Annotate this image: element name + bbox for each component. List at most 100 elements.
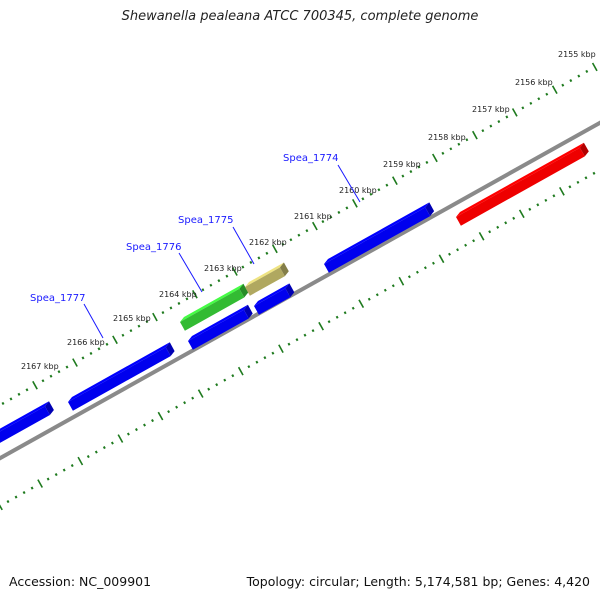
gene-body <box>188 309 249 350</box>
major-tick <box>157 411 164 421</box>
minor-tick <box>391 284 395 288</box>
minor-tick <box>361 197 365 201</box>
minor-tick <box>201 288 205 292</box>
minor-tick <box>448 252 451 256</box>
gene-body <box>245 267 285 296</box>
minor-tick <box>110 441 114 445</box>
kbp-label: 2155 kbp <box>558 50 596 59</box>
major-tick <box>232 267 238 276</box>
gene-feature-olive-spea-1775[interactable] <box>245 262 289 296</box>
minor-tick <box>561 83 565 87</box>
gene-end-face <box>45 401 54 415</box>
minor-tick <box>449 147 453 151</box>
gene-feature-blue-3[interactable] <box>188 304 253 350</box>
major-tick <box>551 85 558 94</box>
gene-top-face <box>180 283 244 322</box>
gene-label-spea-1776[interactable]: Spea_1776 <box>126 242 181 253</box>
minor-tick <box>14 495 18 499</box>
minor-tick <box>465 138 469 142</box>
leader-line-spea-1775 <box>232 226 255 265</box>
gene-label-spea-1775[interactable]: Spea_1775 <box>178 215 233 226</box>
minor-tick <box>257 256 261 260</box>
gene-feature-green-spea-1776[interactable] <box>180 283 249 331</box>
minor-tick <box>329 215 333 219</box>
genome-summary-text: Topology: circular; Length: 5,174,581 bp… <box>246 574 590 589</box>
minor-tick <box>327 320 331 324</box>
minor-tick <box>255 360 259 364</box>
minor-tick <box>62 468 66 472</box>
minor-tick <box>225 274 229 278</box>
minor-tick <box>102 446 106 450</box>
minor-tick <box>385 183 389 187</box>
minor-tick <box>169 306 173 310</box>
gene-feature-blue-spea-1774[interactable] <box>324 202 435 273</box>
gene-body <box>324 207 431 273</box>
gene-feature-red[interactable] <box>456 142 589 226</box>
accession-text: Accession: NC_009901 <box>9 574 152 589</box>
minor-tick <box>496 225 500 229</box>
major-tick <box>152 312 158 322</box>
minor-tick <box>70 464 74 468</box>
leader-line-spea-1777 <box>83 303 104 339</box>
minor-tick <box>145 320 149 324</box>
minor-tick <box>185 297 189 301</box>
minor-tick <box>97 347 101 351</box>
gene-body <box>180 288 245 331</box>
gene-label-spea-1774[interactable]: Spea_1774 <box>283 153 338 164</box>
minor-tick <box>544 198 548 202</box>
minor-tick <box>137 324 141 328</box>
minor-tick <box>126 432 130 436</box>
major-tick <box>318 321 324 331</box>
minor-tick <box>177 301 181 305</box>
minor-tick <box>311 329 315 333</box>
kbp-label: 2167 kbp <box>21 362 59 371</box>
gene-labels: Spea_1774 Spea_1775 Spea_1776 Spea_1777 <box>30 153 338 304</box>
gene-feature-blue-1[interactable] <box>0 401 54 445</box>
minor-tick <box>367 297 371 301</box>
minor-tick <box>377 188 381 192</box>
minor-tick <box>281 242 285 246</box>
gene-top-face <box>68 342 170 402</box>
gene-end-face <box>279 262 289 277</box>
major-tick <box>37 479 43 488</box>
minor-tick <box>432 261 435 265</box>
minor-tick <box>135 428 138 432</box>
minor-tick <box>504 221 508 225</box>
minor-tick <box>249 260 253 264</box>
major-tick <box>358 299 365 308</box>
gene-feature-blue-2[interactable] <box>68 342 175 411</box>
minor-tick <box>289 238 293 242</box>
minor-tick <box>54 473 58 477</box>
minor-tick <box>9 397 13 401</box>
minor-tick <box>89 351 93 355</box>
gene-label-spea-1777[interactable]: Spea_1777 <box>30 293 85 304</box>
minor-tick <box>497 120 501 124</box>
gene-body <box>68 347 171 411</box>
kbp-labels: 2155 kbp 2156 kbp 2157 kbp 2158 kbp 2159… <box>21 50 596 371</box>
minor-tick <box>121 333 125 337</box>
minor-tick <box>383 288 387 292</box>
major-tick <box>237 366 244 376</box>
minor-tick <box>209 283 213 287</box>
gene-top-face <box>0 401 49 432</box>
gene-body <box>254 288 291 315</box>
minor-tick <box>129 329 133 333</box>
genome-backbone <box>0 120 600 461</box>
minor-tick <box>537 97 541 101</box>
minor-tick <box>577 74 581 78</box>
gene-feature-blue-4[interactable] <box>254 283 295 315</box>
minor-tick <box>6 500 10 504</box>
minor-tick <box>271 351 275 355</box>
gene-end-face <box>239 283 249 298</box>
kbp-label: 2158 kbp <box>428 133 466 142</box>
upper-tick-track <box>1 62 598 405</box>
minor-tick <box>105 342 109 346</box>
minor-tick <box>512 216 516 220</box>
major-tick <box>591 62 598 72</box>
major-tick <box>438 254 445 264</box>
minor-tick <box>295 338 299 342</box>
gene-features <box>0 142 589 445</box>
major-tick <box>117 434 124 443</box>
minor-tick <box>22 491 26 495</box>
gene-end-face <box>165 342 175 357</box>
